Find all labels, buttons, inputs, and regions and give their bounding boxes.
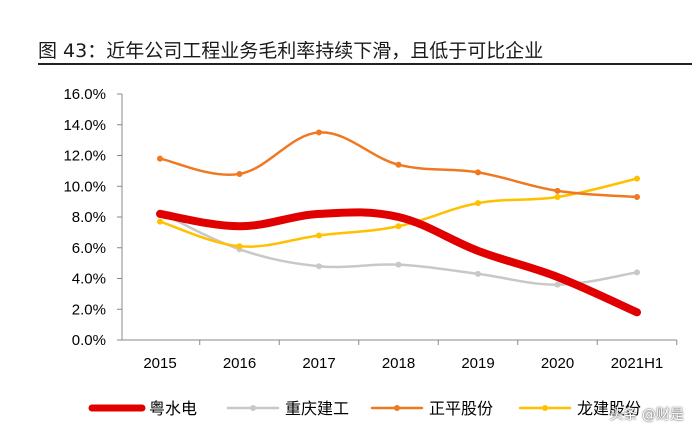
legend-label: 粤水电 xyxy=(149,399,197,418)
data-point xyxy=(474,247,482,255)
series-layer xyxy=(156,129,641,317)
series-1 xyxy=(157,209,640,288)
y-tick-label: 10.0% xyxy=(63,178,106,195)
legend-label: 正平股份 xyxy=(429,399,493,418)
y-tick-label: 4.0% xyxy=(72,271,106,288)
legend-marker xyxy=(542,405,548,411)
data-point xyxy=(554,187,561,194)
x-tick-label: 2018 xyxy=(382,355,415,372)
y-tick-label: 2.0% xyxy=(72,301,106,318)
legend-label: 重庆建工 xyxy=(285,399,349,418)
data-point xyxy=(475,200,481,207)
data-point xyxy=(634,194,640,201)
data-point xyxy=(316,232,322,239)
series-0 xyxy=(156,208,641,317)
figure-caption: 图 43：近年公司工程业务毛利率持续下滑，且低于可比企业 xyxy=(38,40,544,62)
data-point xyxy=(475,169,481,176)
y-tick-label: 0.0% xyxy=(72,332,106,349)
data-point xyxy=(316,263,322,270)
legend: 粤水电 重庆建工 正平股份 龙建股份 xyxy=(88,399,641,418)
data-point xyxy=(634,175,640,182)
data-point xyxy=(316,129,322,136)
data-point xyxy=(475,270,481,277)
data-point xyxy=(157,155,163,162)
x-tick-label: 2021H1 xyxy=(611,355,664,372)
data-point xyxy=(395,261,402,268)
series-line xyxy=(158,177,639,248)
legend-marker xyxy=(114,405,120,411)
chart-axes: 0.0% 2.0% 4.0% 6.0% 8.0% 10.0% 12.0% 14.0% 16.0%… xyxy=(63,86,678,372)
y-tick-label: 16.0% xyxy=(63,86,106,103)
data-point xyxy=(236,222,243,230)
data-point xyxy=(395,161,402,168)
data-point xyxy=(315,210,323,218)
x-tick-label: 2017 xyxy=(302,355,335,372)
y-tick-label: 12.0% xyxy=(63,148,106,165)
data-point xyxy=(554,273,561,281)
data-point xyxy=(236,170,243,177)
data-point xyxy=(554,194,561,201)
x-tick-label: 2015 xyxy=(143,355,176,372)
caption-rule xyxy=(38,63,692,65)
legend-marker xyxy=(250,405,256,411)
data-point xyxy=(633,308,641,316)
series-2 xyxy=(157,129,640,201)
data-point xyxy=(634,269,640,276)
y-tick-label: 14.0% xyxy=(63,117,106,134)
data-point xyxy=(156,210,164,218)
x-tick-label: 2019 xyxy=(461,355,494,372)
data-point xyxy=(395,223,402,230)
y-tick-label: 6.0% xyxy=(72,240,106,257)
series-3 xyxy=(157,175,640,250)
legend-marker xyxy=(394,405,400,411)
x-tick-label: 2020 xyxy=(541,355,574,372)
x-tick-label: 2016 xyxy=(223,355,256,372)
data-point xyxy=(157,218,163,225)
data-point xyxy=(236,243,243,250)
y-tick-label: 8.0% xyxy=(72,209,106,226)
data-point xyxy=(395,213,402,221)
legend-label: 龙建股份 xyxy=(577,399,641,418)
watermark: 头条 @财是 xyxy=(609,407,684,423)
data-point xyxy=(554,281,561,288)
